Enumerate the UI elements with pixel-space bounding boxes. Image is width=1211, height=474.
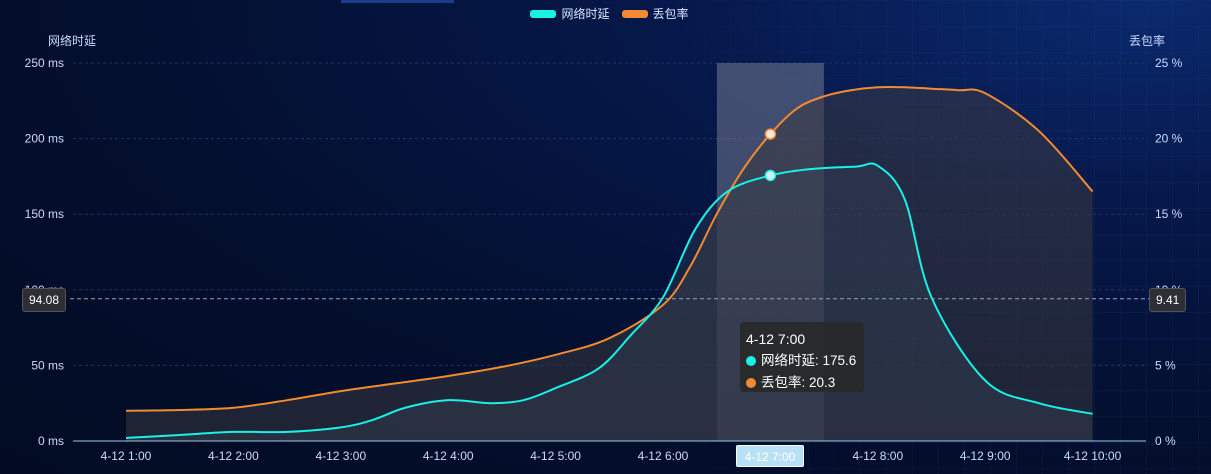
- x-tick-label: 4-12 10:00: [1064, 449, 1122, 463]
- point-loss: [764, 128, 777, 140]
- y-left-tick-label: 200 ms: [25, 132, 64, 146]
- x-tick-label: 4-12 2:00: [208, 449, 259, 463]
- y-right-tick-label: 15 %: [1155, 207, 1183, 221]
- x-tick-label: 4-12 4:00: [423, 449, 474, 463]
- x-tick-label: 4-12 8:00: [852, 449, 903, 463]
- y-left-axis-title: 网络时延: [48, 33, 96, 48]
- y-left-tick-label: 150 ms: [25, 207, 64, 221]
- x-axis-highlight-label: 4-12 7:00: [736, 445, 804, 467]
- top-accent-bar: [341, 0, 454, 3]
- x-tick-label: 4-12 5:00: [530, 449, 581, 463]
- legend-label-loss: 丢包率: [652, 7, 689, 21]
- series-line-latency: [125, 162, 1093, 439]
- y-right-tick-label: 20 %: [1155, 132, 1183, 146]
- y-right-axis-title: 丢包率: [1129, 33, 1165, 48]
- y-right-tick-label: 25 %: [1155, 56, 1183, 70]
- legend-item-loss[interactable]: 丢包率: [621, 5, 689, 22]
- crosshair-left-value: 94.08: [22, 288, 67, 312]
- tooltip-dot-loss: [746, 378, 756, 388]
- x-tick-label: 4-12 1:00: [101, 449, 152, 463]
- crosshair-right-value: 9.41: [1149, 288, 1187, 312]
- y-right-tick-label: 0 %: [1155, 434, 1176, 448]
- y-left-tick-label: 0 ms: [38, 434, 64, 448]
- series-line-loss: [125, 85, 1094, 412]
- y-left-tick-label: 50 ms: [31, 358, 64, 372]
- tooltip-dot-latency: [746, 356, 756, 366]
- legend-swatch-loss: [621, 9, 648, 18]
- chart-legend: 网络时延 丢包率: [0, 5, 1211, 22]
- x-tick-label: 4-12 3:00: [315, 449, 366, 463]
- tooltip-value-latency: 网络时延: 175.6: [761, 353, 857, 368]
- y-right-tick-label: 5 %: [1155, 358, 1176, 372]
- tooltip-title: 4-12 7:00: [746, 331, 806, 347]
- point-latency: [764, 169, 777, 182]
- legend-item-latency[interactable]: 网络时延: [530, 5, 610, 22]
- x-tick-label: 4-12 6:00: [638, 449, 689, 463]
- y-left-tick-label: 250 ms: [25, 56, 64, 70]
- legend-label-latency: 网络时延: [561, 7, 610, 21]
- x-tick-label: 4-12 9:00: [960, 449, 1011, 463]
- tooltip-value-loss: 丢包率: 20.3: [761, 375, 836, 390]
- legend-swatch-latency: [530, 9, 557, 18]
- tooltip-row-latency: 网络时延: 175.6: [746, 350, 858, 372]
- chart-tooltip: 4-12 7:00 网络时延: 175.6 丢包率: 20.3: [740, 322, 864, 392]
- tooltip-row-loss: 丢包率: 20.3: [746, 372, 858, 394]
